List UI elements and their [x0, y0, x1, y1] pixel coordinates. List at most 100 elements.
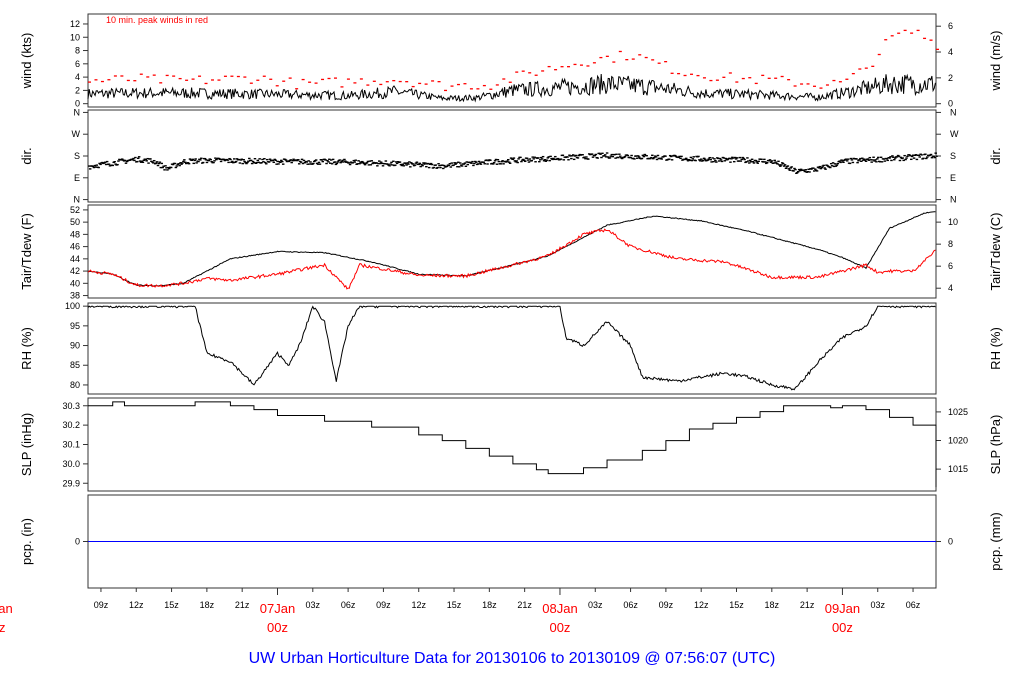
direction-mark: [187, 163, 191, 165]
direction-mark: [790, 166, 793, 168]
direction-mark: [195, 162, 198, 164]
direction-mark: [755, 161, 759, 163]
direction-mark: [125, 160, 129, 163]
direction-mark: [163, 169, 166, 171]
pcp-ylabel-right: pcp. (mm): [988, 512, 1003, 571]
direction-mark: [291, 159, 294, 162]
direction-mark: [872, 156, 875, 158]
direction-mark: [685, 158, 689, 161]
direction-mark: [391, 164, 394, 166]
peak-wind-mark: [625, 58, 629, 61]
direction-mark: [296, 159, 299, 162]
chart-title: UW Urban Horticulture Data for 20130106 …: [248, 650, 776, 667]
direction-mark: [525, 157, 529, 159]
y-tick-label-right: 1020: [948, 436, 968, 446]
direction-mark: [732, 157, 735, 159]
direction-mark: [793, 167, 796, 170]
direction-mark: [730, 158, 733, 160]
direction-mark: [186, 162, 190, 164]
direction-mark: [344, 160, 347, 162]
direction-mark: [829, 166, 832, 169]
direction-mark: [664, 155, 667, 157]
y-tick-label-right: 1015: [948, 464, 968, 474]
direction-mark: [268, 158, 272, 160]
direction-mark: [275, 163, 278, 165]
x-tick-label: 09z: [659, 600, 674, 610]
direction-mark: [819, 167, 823, 170]
direction-mark: [425, 165, 428, 168]
peak-wind-mark: [243, 76, 247, 78]
direction-mark: [904, 158, 907, 161]
direction-mark: [213, 160, 216, 162]
direction-mark: [279, 161, 282, 164]
peak-wind-mark: [133, 80, 137, 82]
direction-mark: [419, 165, 422, 168]
date-hour-label: 00z: [832, 620, 853, 635]
direction-mark: [262, 161, 265, 163]
direction-mark: [165, 167, 168, 169]
direction-mark: [655, 158, 659, 161]
direction-mark: [415, 161, 419, 163]
direction-mark: [493, 160, 497, 162]
direction-mark: [210, 160, 213, 163]
peak-wind-mark: [476, 88, 480, 90]
direction-mark: [550, 157, 553, 160]
peak-wind-mark: [670, 72, 674, 74]
direction-mark: [404, 162, 407, 165]
direction-mark: [702, 157, 706, 160]
peak-wind-mark: [819, 87, 823, 89]
x-axis: 09z 12z 15z 18z 21z 03z 06z 09z 12z 15z 18z 21z 03z 0…: [0, 587, 936, 635]
direction-mark: [257, 161, 260, 164]
slp-ylabel: SLP (inHg): [19, 413, 34, 476]
direction-mark: [561, 154, 565, 156]
y-tick-label-right: 10: [948, 217, 958, 227]
direction-mark: [95, 164, 99, 166]
direction-mark: [159, 166, 163, 169]
direction-mark: [610, 153, 614, 156]
direction-mark: [233, 161, 237, 164]
peak-annotation: 10 min. peak winds in red: [106, 15, 208, 25]
direction-mark: [868, 156, 872, 159]
x-tick-label: 15z: [164, 600, 179, 610]
direction-mark: [882, 158, 886, 160]
direction-mark: [201, 161, 205, 164]
direction-mark: [265, 158, 269, 161]
direction-mark: [352, 159, 356, 162]
direction-mark: [169, 166, 173, 169]
direction-mark: [305, 161, 309, 163]
peak-wind-mark: [664, 61, 668, 63]
rh-ylabel-right: RH (%): [988, 327, 1003, 370]
peak-wind-mark: [379, 83, 383, 86]
peak-wind-mark: [644, 56, 648, 59]
direction-mark: [808, 171, 811, 173]
direction-mark: [215, 158, 218, 161]
direction-mark: [684, 158, 687, 160]
direction-mark: [255, 161, 259, 164]
direction-mark: [448, 163, 452, 165]
direction-mark: [182, 160, 185, 163]
peak-wind-mark: [825, 84, 829, 86]
direction-mark: [715, 161, 718, 163]
y-tick-label: 42: [70, 266, 80, 276]
direction-mark: [316, 163, 320, 165]
peak-wind-mark: [346, 78, 350, 80]
direction-mark: [471, 160, 474, 163]
direction-mark: [509, 157, 513, 159]
direction-mark: [138, 160, 142, 162]
direction-mark: [593, 154, 597, 157]
peak-wind-mark: [567, 66, 571, 68]
direction-mark: [101, 161, 104, 164]
direction-mark: [521, 159, 524, 161]
direction-mark: [784, 167, 788, 170]
direction-mark: [626, 154, 630, 157]
direction-mark: [517, 158, 520, 160]
y-tick-label-right: E: [950, 173, 956, 183]
direction-mark: [651, 157, 655, 160]
direction-mark: [752, 162, 756, 164]
direction-mark: [869, 159, 873, 161]
x-tick-label: 21z: [800, 600, 815, 610]
direction-mark: [821, 165, 824, 167]
y-tick-label: 90: [70, 341, 80, 351]
direction-mark: [745, 161, 748, 163]
direction-mark: [669, 155, 673, 158]
